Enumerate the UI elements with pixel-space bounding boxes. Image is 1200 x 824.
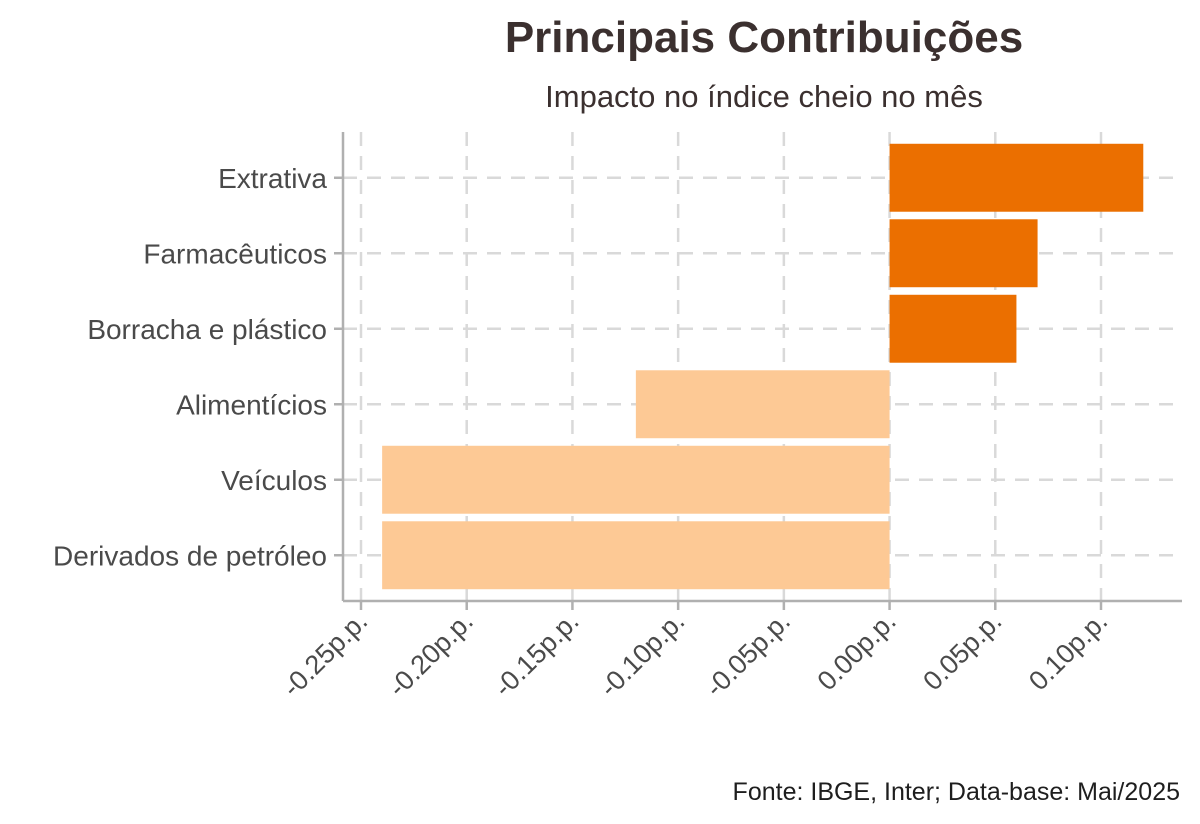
category-label: Veículos (221, 465, 327, 496)
bar-ve-culos (382, 445, 890, 514)
x-tick-label: -0.20p.p. (382, 606, 479, 703)
bar-layer (382, 143, 1144, 590)
bar-borracha-e-pl-stico (889, 294, 1017, 363)
x-tick-label: -0.25p.p. (277, 606, 374, 703)
x-tick-label: 0.00p.p. (812, 606, 902, 696)
chart-caption: Fonte: IBGE, Inter; Data-base: Mai/2025 (733, 778, 1180, 806)
x-tick-label: 0.10p.p. (1023, 606, 1113, 696)
category-label: Extrativa (218, 163, 327, 194)
axis-layer (334, 132, 1182, 610)
category-label: Alimentícios (176, 389, 327, 420)
x-tick-label: -0.10p.p. (594, 606, 691, 703)
x-tick-label: -0.15p.p. (488, 606, 585, 703)
bar-aliment-cios (635, 370, 890, 439)
x-tick-label: 0.05p.p. (917, 606, 1007, 696)
bar-derivados-de-petr-leo (382, 521, 890, 590)
category-label: Farmacêuticos (143, 238, 327, 269)
chart-title: Principais Contribuições (505, 13, 1023, 62)
bar-extrativa (889, 143, 1144, 212)
chart-subtitle: Impacto no índice cheio no mês (545, 79, 983, 114)
category-label: Derivados de petróleo (53, 540, 327, 571)
x-tick-label: -0.05p.p. (700, 606, 797, 703)
category-labels: Extrativa Farmacêuticos Borracha e plástic… (53, 163, 327, 572)
category-label: Borracha e plástico (87, 314, 327, 345)
x-tick-labels: -0.25p.p. -0.20p.p. -0.15p.p. -0.10p.p. -0.0… (277, 606, 1114, 703)
bar-farmac-uticos (889, 219, 1038, 288)
